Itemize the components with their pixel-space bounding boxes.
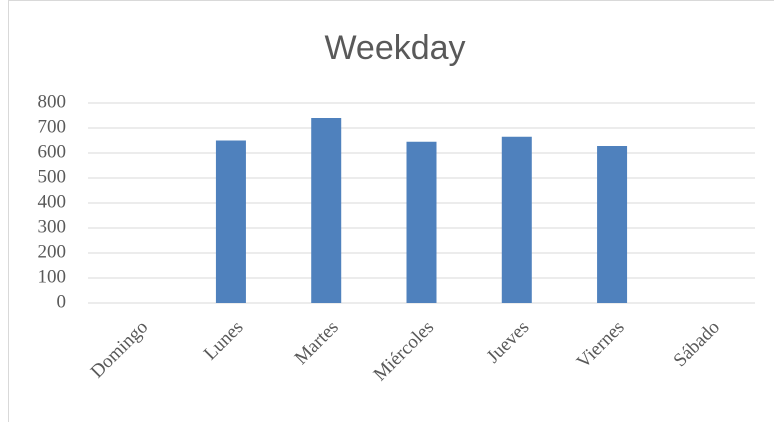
y-tick-label: 0 [57,291,67,312]
y-tick-label: 100 [38,266,67,287]
bar [597,146,628,303]
bar [215,140,246,303]
y-tick-label: 400 [38,191,67,212]
y-tick-label: 800 [38,91,67,112]
y-tick-label: 600 [38,141,67,162]
chart-title: Weekday [324,29,465,67]
bar [501,136,532,303]
bar [311,118,342,303]
y-tick-label: 700 [38,116,67,137]
bar [406,141,437,303]
y-tick-label: 200 [38,241,67,262]
y-tick-label: 500 [38,166,67,187]
y-tick-label: 300 [38,216,67,237]
chart-border [8,0,774,422]
